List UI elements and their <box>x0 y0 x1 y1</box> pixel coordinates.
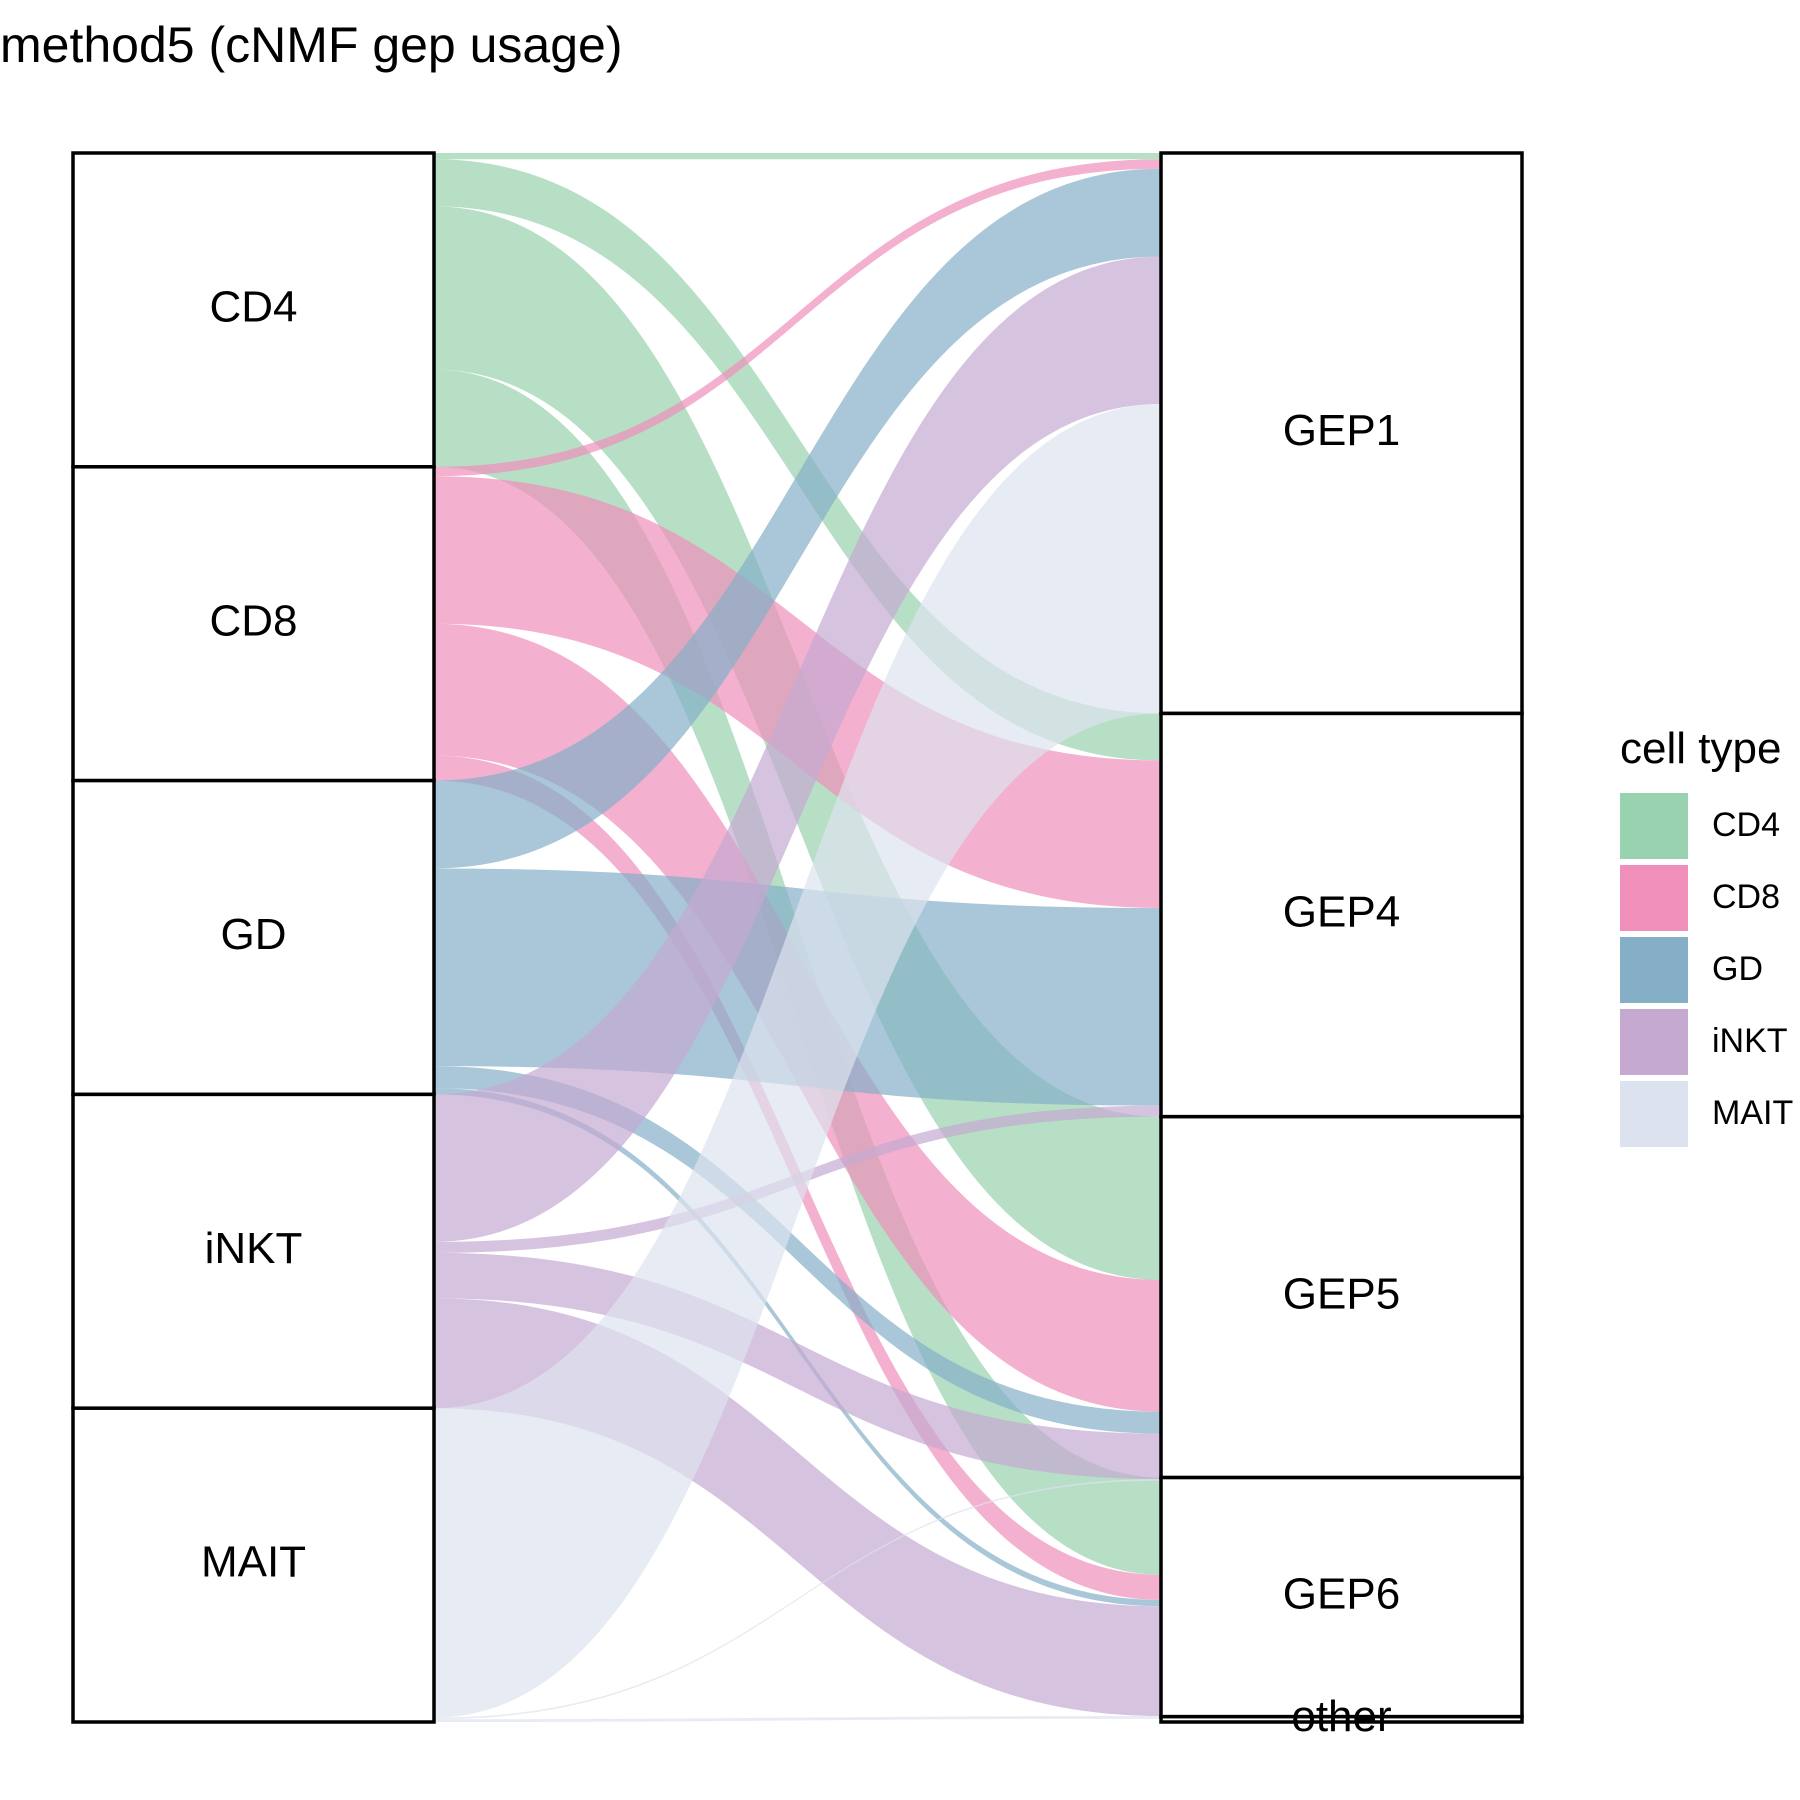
flow-layer <box>434 153 1161 1722</box>
right-stratum-gep5: GEP5 <box>1159 1114 1524 1480</box>
legend-label: GD <box>1712 950 1763 988</box>
legend-swatch <box>1620 865 1688 931</box>
flow-cd4-to-gep4 <box>434 159 1161 761</box>
stratum-layer: CD4 CD8 GD iNKT MAIT GEP1 GEP4 GEP5 GEP6 other <box>71 151 1524 1741</box>
left-stratum-box <box>71 1092 436 1410</box>
left-stratum-mait: MAIT <box>71 1406 436 1724</box>
right-stratum-gep6: GEP6 <box>1159 1475 1524 1719</box>
right-stratum-label: GEP4 <box>1283 888 1400 937</box>
right-stratum-gep4: GEP4 <box>1159 711 1524 1119</box>
left-stratum-box <box>71 465 436 783</box>
left-stratum-label: CD4 <box>209 283 297 332</box>
right-stratum-box <box>1159 1475 1524 1719</box>
left-stratum-gd: GD <box>71 778 436 1097</box>
flow-gd-to-gep1 <box>434 168 1161 869</box>
right-stratum-other: other <box>1159 1692 1524 1741</box>
right-stratum-box <box>1159 1114 1524 1480</box>
legend-label: iNKT <box>1712 1022 1788 1060</box>
legend-swatch <box>1620 1009 1688 1075</box>
flow-mait-to-other <box>434 1716 1161 1722</box>
legend-title: cell type <box>1620 724 1781 773</box>
right-stratum-label: GEP1 <box>1283 406 1400 455</box>
right-stratum-label: GEP6 <box>1283 1570 1400 1619</box>
flow-cd8-to-gep1 <box>434 159 1161 477</box>
flow-gd-to-gep5 <box>434 1066 1161 1434</box>
right-stratum-label: other <box>1291 1692 1391 1741</box>
legend-item-cd4: CD4 <box>1620 793 1780 859</box>
flow-inkt-to-gep1 <box>434 256 1161 1242</box>
left-stratum-inkt: iNKT <box>71 1092 436 1410</box>
left-stratum-box <box>71 151 436 469</box>
left-stratum-box <box>71 1406 436 1724</box>
legend-keys: CD4 CD8 GD iNKT MAIT <box>1620 793 1793 1147</box>
right-stratum-box <box>1159 711 1524 1119</box>
left-stratum-label: CD8 <box>209 596 297 645</box>
chart-title: method5 (cNMF gep usage) <box>0 17 623 73</box>
legend-item-mait: MAIT <box>1620 1081 1793 1147</box>
right-stratum-box <box>1159 151 1524 716</box>
right-stratum-label: GEP5 <box>1283 1270 1400 1319</box>
left-stratum-label: MAIT <box>201 1538 306 1587</box>
legend-item-inkt: iNKT <box>1620 1009 1788 1075</box>
left-stratum-cd8: CD8 <box>71 465 436 783</box>
flow-mait-to-gep6 <box>434 1716 1161 1720</box>
left-stratum-box <box>71 778 436 1097</box>
legend-label: MAIT <box>1712 1094 1793 1132</box>
legend-label: CD8 <box>1712 878 1780 916</box>
legend-item-cd8: CD8 <box>1620 865 1780 931</box>
left-stratum-cd4: CD4 <box>71 151 436 469</box>
right-stratum-gep1: GEP1 <box>1159 151 1524 716</box>
right-stratum-box <box>1159 1714 1524 1724</box>
left-stratum-label: iNKT <box>205 1224 303 1273</box>
legend-item-gd: GD <box>1620 937 1763 1003</box>
legend-swatch <box>1620 793 1688 859</box>
legend-swatch <box>1620 937 1688 1003</box>
left-stratum-label: GD <box>221 910 287 959</box>
legend-label: CD4 <box>1712 806 1780 844</box>
legend-swatch <box>1620 1081 1688 1147</box>
legend: cell type CD4 CD8 GD iNKT MAIT <box>1620 724 1793 1147</box>
flow-cd4-to-gep1 <box>434 153 1161 160</box>
flow-mait-to-gep5 <box>434 1479 1161 1720</box>
flow-mait-to-gep1 <box>434 404 1161 1718</box>
